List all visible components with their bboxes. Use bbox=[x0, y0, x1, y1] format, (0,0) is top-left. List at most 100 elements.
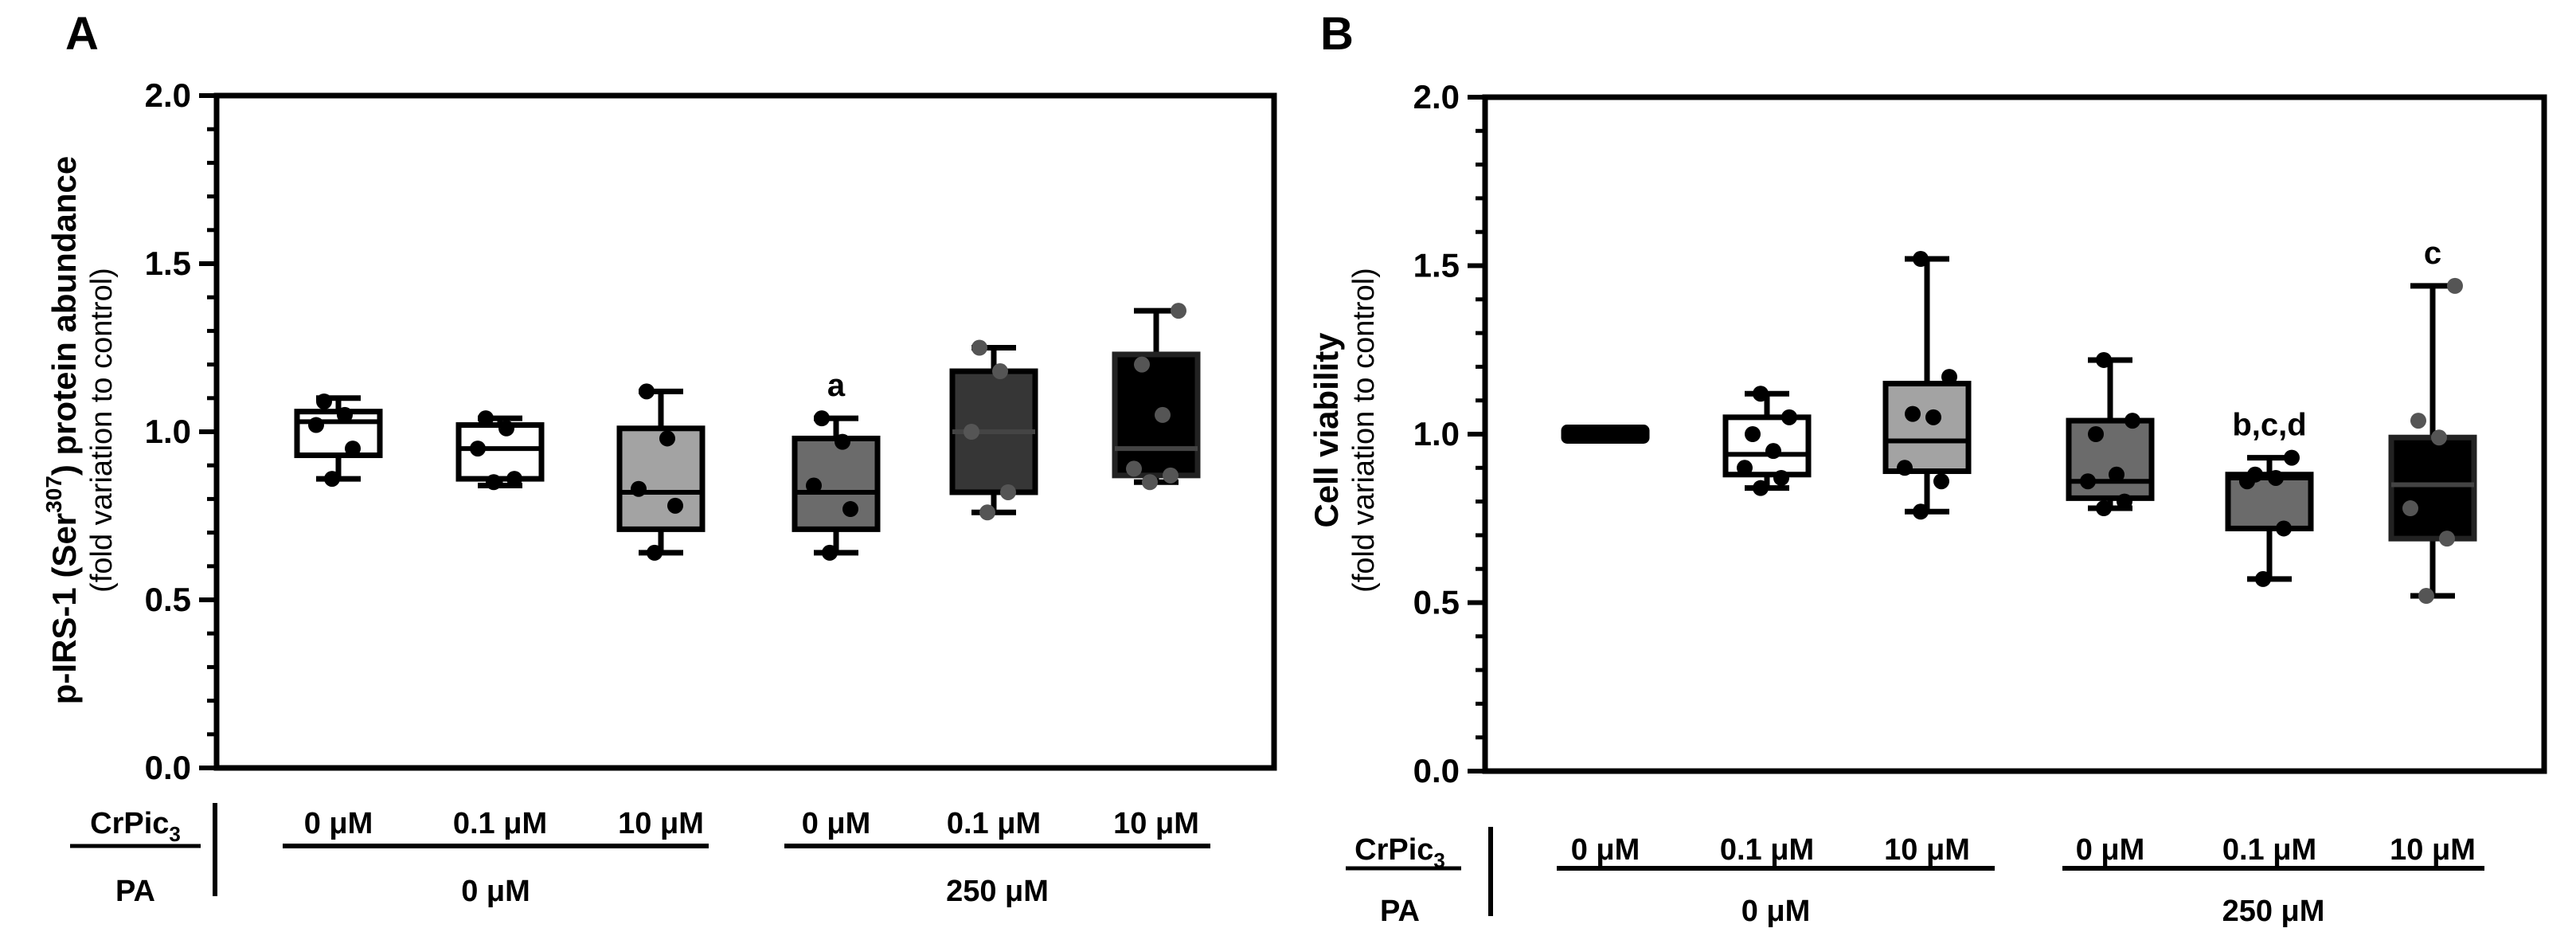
data-point bbox=[659, 430, 675, 447]
data-point bbox=[1142, 474, 1158, 491]
dose-label: 0.1 μM bbox=[2222, 833, 2316, 867]
panel-b: B 0.0 0.5 1.0 1.5 2.0 Cell viability (fold vari… bbox=[1308, 8, 2547, 928]
y-axis-title-main: p-IRS-1 (Ser bbox=[45, 513, 83, 704]
dose-label: 10 μM bbox=[1884, 833, 1970, 867]
data-point bbox=[1171, 303, 1186, 319]
pa-group-label: 0 μM bbox=[1741, 895, 1811, 928]
data-point bbox=[498, 420, 514, 437]
box-group-6: c bbox=[2388, 236, 2477, 605]
y-tick-label: 1.5 bbox=[145, 245, 191, 282]
data-point bbox=[2418, 588, 2434, 605]
data-point bbox=[639, 383, 655, 400]
y-tick-label: 0.5 bbox=[1413, 584, 1460, 621]
pa-group-label: 250 μM bbox=[2222, 895, 2325, 928]
data-point bbox=[2284, 449, 2300, 466]
data-point bbox=[1134, 356, 1150, 373]
data-point bbox=[2402, 500, 2418, 517]
data-point bbox=[2255, 570, 2271, 587]
data-point bbox=[337, 406, 353, 423]
data-point bbox=[1737, 460, 1753, 476]
data-point bbox=[1745, 426, 1761, 442]
box bbox=[2388, 434, 2477, 542]
dose-label: 0 μM bbox=[2076, 833, 2145, 867]
row-label-pa: PA bbox=[115, 875, 155, 908]
significance-label: b,c,d bbox=[2232, 408, 2306, 443]
y-tick-label: 0.0 bbox=[145, 749, 191, 786]
data-point bbox=[1897, 460, 1913, 476]
box-group-6 bbox=[1112, 303, 1201, 491]
row-label-crpic-main: CrPic bbox=[1354, 833, 1433, 867]
data-point bbox=[842, 501, 858, 518]
box-group-3 bbox=[616, 383, 706, 561]
data-point bbox=[2447, 277, 2463, 294]
y-tick-label: 1.0 bbox=[145, 413, 191, 450]
data-point bbox=[316, 394, 332, 410]
data-point bbox=[2268, 469, 2284, 486]
y-tick-label: 2.0 bbox=[145, 76, 191, 114]
data-point bbox=[1905, 405, 1921, 422]
data-point bbox=[647, 544, 663, 561]
y-axis-title-rest: ) protein abundance bbox=[45, 156, 83, 476]
data-point bbox=[992, 363, 1008, 380]
box bbox=[2066, 417, 2155, 501]
data-point bbox=[1765, 443, 1781, 460]
data-point bbox=[486, 474, 502, 491]
box-group-2 bbox=[455, 410, 545, 491]
data-point bbox=[2431, 429, 2447, 446]
dose-label: 0 μM bbox=[304, 807, 373, 840]
data-point bbox=[2410, 413, 2426, 429]
data-point bbox=[1913, 251, 1929, 268]
y-tick-label: 0.5 bbox=[145, 581, 191, 618]
data-point bbox=[822, 544, 838, 561]
data-point bbox=[814, 410, 830, 427]
y-tick-label: 0.0 bbox=[1413, 752, 1460, 789]
data-point bbox=[2096, 351, 2112, 368]
dose-label: 0 μM bbox=[1571, 833, 1640, 867]
data-point bbox=[1753, 480, 1769, 496]
dose-label: 10 μM bbox=[618, 807, 704, 840]
dose-label: 0.1 μM bbox=[453, 807, 547, 840]
data-point bbox=[1773, 469, 1789, 486]
y-tick-label: 1.5 bbox=[1413, 247, 1460, 284]
dose-label: 0.1 μM bbox=[1720, 833, 1814, 867]
data-point bbox=[631, 480, 647, 497]
y-axis-title-sup: 307 bbox=[41, 476, 66, 513]
data-point bbox=[1155, 406, 1171, 423]
data-point bbox=[1126, 460, 1142, 477]
panel-letter: B bbox=[1320, 8, 1354, 60]
panel-letter: A bbox=[65, 8, 99, 60]
data-point bbox=[1925, 409, 1941, 425]
data-point bbox=[345, 441, 361, 457]
data-point bbox=[2109, 466, 2125, 483]
data-point bbox=[667, 497, 683, 514]
y-axis-subtitle: (fold variation to control) bbox=[85, 268, 119, 593]
y-axis-subtitle: (fold variation to control) bbox=[1347, 268, 1381, 593]
data-point bbox=[1163, 467, 1179, 484]
row-label-crpic-main: CrPic bbox=[90, 807, 169, 840]
data-point bbox=[979, 504, 995, 521]
box-group-1 bbox=[294, 394, 383, 488]
row-label-crpic: CrPic3 bbox=[1354, 833, 1445, 872]
pa-group-label: 250 μM bbox=[946, 875, 1049, 908]
y-axis-title: Cell viability bbox=[1308, 332, 1345, 528]
dose-label: 0.1 μM bbox=[947, 807, 1041, 840]
box bbox=[1561, 425, 1650, 444]
data-point bbox=[1753, 386, 1769, 402]
data-point bbox=[2125, 413, 2140, 429]
y-tick-label: 1.0 bbox=[1413, 415, 1460, 452]
box-group-4: a bbox=[792, 368, 881, 561]
box-group-1 bbox=[1561, 425, 1650, 444]
data-point bbox=[478, 410, 494, 427]
data-point bbox=[2247, 466, 2263, 483]
data-point bbox=[324, 471, 340, 488]
data-point bbox=[1781, 409, 1797, 425]
box bbox=[1882, 381, 1972, 475]
data-point bbox=[835, 433, 850, 450]
panel-a: A 0.0 0.5 1.0 1.5 2.0 p-IRS-1 (Ser307) protein… bbox=[41, 8, 1277, 908]
data-point bbox=[1000, 484, 1016, 500]
data-point bbox=[2439, 531, 2455, 547]
data-point bbox=[971, 339, 987, 356]
y-axis-title-main: Cell viability bbox=[1308, 332, 1345, 528]
box-group-5: b,c,d bbox=[2225, 408, 2314, 587]
